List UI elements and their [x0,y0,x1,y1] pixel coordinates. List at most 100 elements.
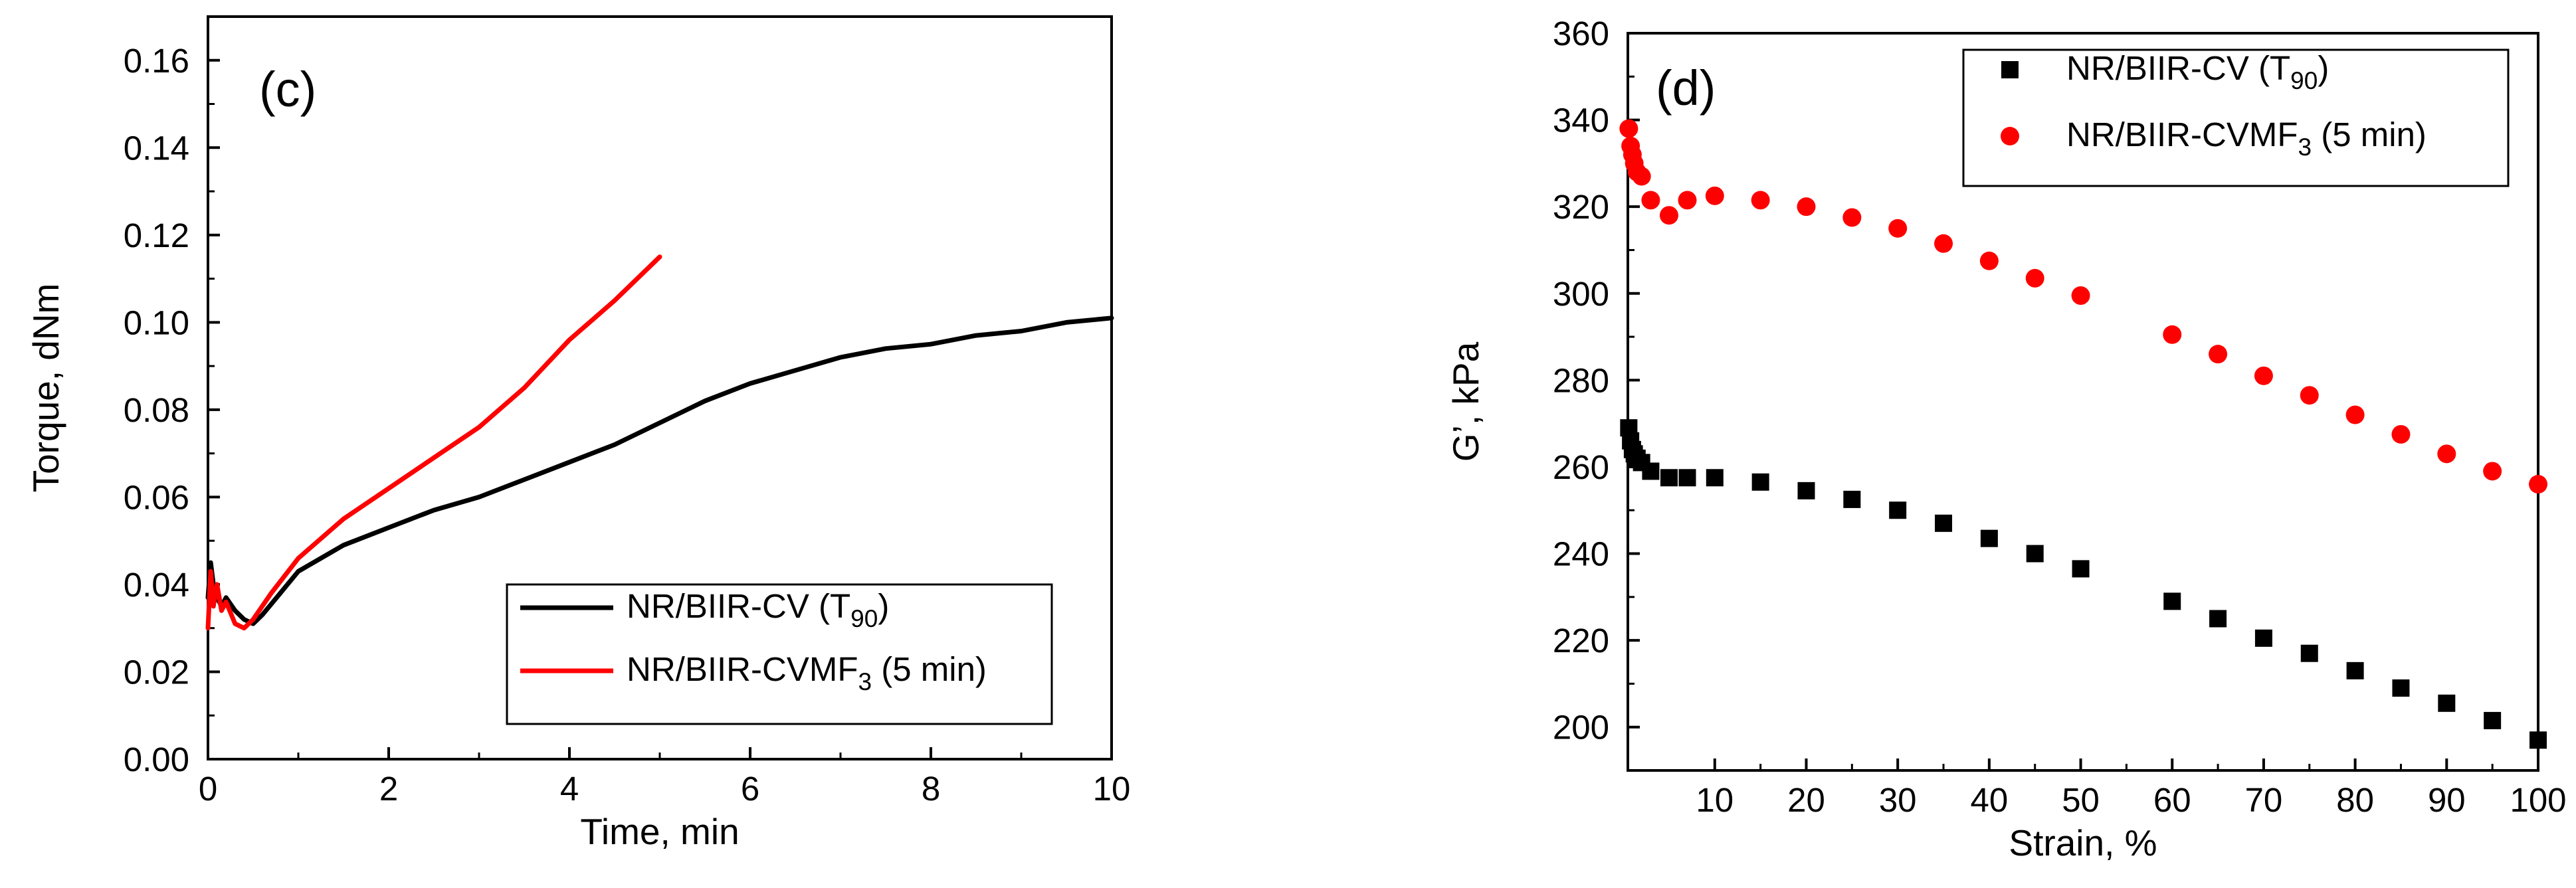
legend-box [1962,48,2510,187]
legend-label-main: NR/BIIR-CV (T [2066,49,2290,87]
data-point-circle [2345,405,2365,424]
x-tick-label: 100 [2510,781,2566,819]
legend-label-subscript: 90 [850,605,878,632]
legend-label-main: NR/BIIR-CVMF [2066,116,2298,153]
series-line-red [205,254,662,631]
data-point-square [2529,731,2547,749]
data-point-square [2209,610,2227,628]
data-point-circle [1619,119,1638,138]
y-tick-label: 0.02 [124,653,189,691]
data-point-circle [2391,424,2411,444]
y-tick-label: 0.08 [124,391,189,429]
data-point-square [2254,629,2272,647]
y-tick-label: 0.10 [124,304,189,341]
y-tick-label: 360 [1553,15,1609,52]
data-point-square [2026,545,2044,563]
y-tick-label: 300 [1553,275,1609,313]
legend-label: NR/BIIR-CV (T90) [627,587,889,632]
data-point-circle [2437,444,2456,464]
data-point-circle [1678,191,1697,210]
legend-label: NR/BIIR-CVMF3 (5 min) [627,650,987,695]
x-tick-label: 8 [922,770,940,808]
x-tick-label: 90 [2428,781,2466,819]
panel-label: (d) [1656,60,1716,116]
legend-label-tail: ) [2318,49,2329,87]
data-point-circle [1888,219,1908,238]
data-point-square [2484,711,2502,729]
data-point-circle [1842,208,1862,227]
y-axis-title: G’, kPa [1445,341,1486,462]
x-tick-label: 2 [379,770,398,808]
legend-label-main: NR/BIIR-CVMF [627,650,858,688]
legend-label-subscript: 90 [2290,67,2318,94]
data-point-circle [1934,234,1953,253]
y-tick-label: 320 [1553,188,1609,226]
y-tick-label: 0.04 [124,566,189,604]
data-point-square [2346,662,2364,679]
data-point-circle [2254,366,2273,385]
data-point-circle [2483,462,2502,481]
data-point-square [1889,501,1907,519]
x-tick-label: 10 [1093,770,1131,808]
y-tick-label: 240 [1553,535,1609,573]
y-tick-label: 0.12 [124,217,189,254]
data-point-square [1980,529,1998,547]
legend-label-subscript: 3 [858,668,872,695]
x-axis-title: Strain, % [2009,822,2157,863]
panel-label: (c) [259,62,316,117]
x-tick-label: 30 [1879,781,1917,819]
data-point-circle [2209,345,2228,364]
data-point-square [1751,473,1769,491]
x-axis-title: Time, min [580,811,739,852]
y-tick-label: 0.14 [124,129,189,167]
y-tick-label: 340 [1553,102,1609,139]
data-point-square [2072,560,2090,578]
data-point-circle [2071,286,2090,306]
data-point-square [2163,592,2181,610]
data-point-square [1843,490,1861,508]
y-tick-label: 280 [1553,361,1609,399]
x-tick-label: 0 [199,770,217,808]
y-tick-label: 0.00 [124,741,189,778]
data-point-circle [2529,475,2547,494]
plot-frame [1627,32,2539,772]
legend-label: NR/BIIR-CVMF3 (5 min) [2066,116,2427,161]
data-point-square [1706,469,1724,487]
x-tick-label: 4 [560,770,579,808]
x-tick-label: 50 [2062,781,2100,819]
chart-panel-c: 0 2 4 6 8 10 0.00 0.02 0.04 0.06 0.08 0.10 0.12 0.14 0… [25,15,1131,852]
legend-circle-symbol [2001,127,2019,145]
legend-label-tail: (5 min) [872,650,987,688]
legend-label-subscript: 3 [2298,133,2312,161]
legend-label-tail: ) [878,587,889,625]
x-tick-label: 20 [1787,781,1825,819]
series-line-black [205,315,1114,626]
x-tick-label: 10 [1696,781,1734,819]
y-tick-label: 220 [1553,622,1609,660]
data-point-circle [1641,191,1660,210]
data-point-square [1797,482,1815,499]
legend-label: NR/BIIR-CV (T90) [2066,49,2329,94]
x-tick-label: 70 [2245,781,2283,819]
data-point-square [1660,469,1678,487]
data-point-square [2300,644,2318,662]
y-axis-title: Torque, dNm [25,284,66,493]
legend-label-tail: (5 min) [2312,116,2427,153]
data-point-square [1642,462,1660,480]
data-point-circle [1979,251,1999,270]
data-point-circle [1632,167,1651,186]
data-point-circle [2025,268,2044,288]
data-point-circle [1705,186,1724,205]
x-tick-label: 80 [2336,781,2374,819]
data-point-circle [1659,206,1678,225]
data-point-circle [2163,325,2182,344]
legend-label-main: NR/BIIR-CV (T [627,587,850,625]
y-tick-label: 200 [1553,709,1609,747]
y-tick-label: 0.06 [124,478,189,516]
data-point-square [1678,469,1696,487]
x-tick-label: 60 [2153,781,2191,819]
legend-square-symbol [2001,61,2019,78]
y-tick-label: 0.16 [124,42,189,80]
y-tick-label: 260 [1553,448,1609,486]
